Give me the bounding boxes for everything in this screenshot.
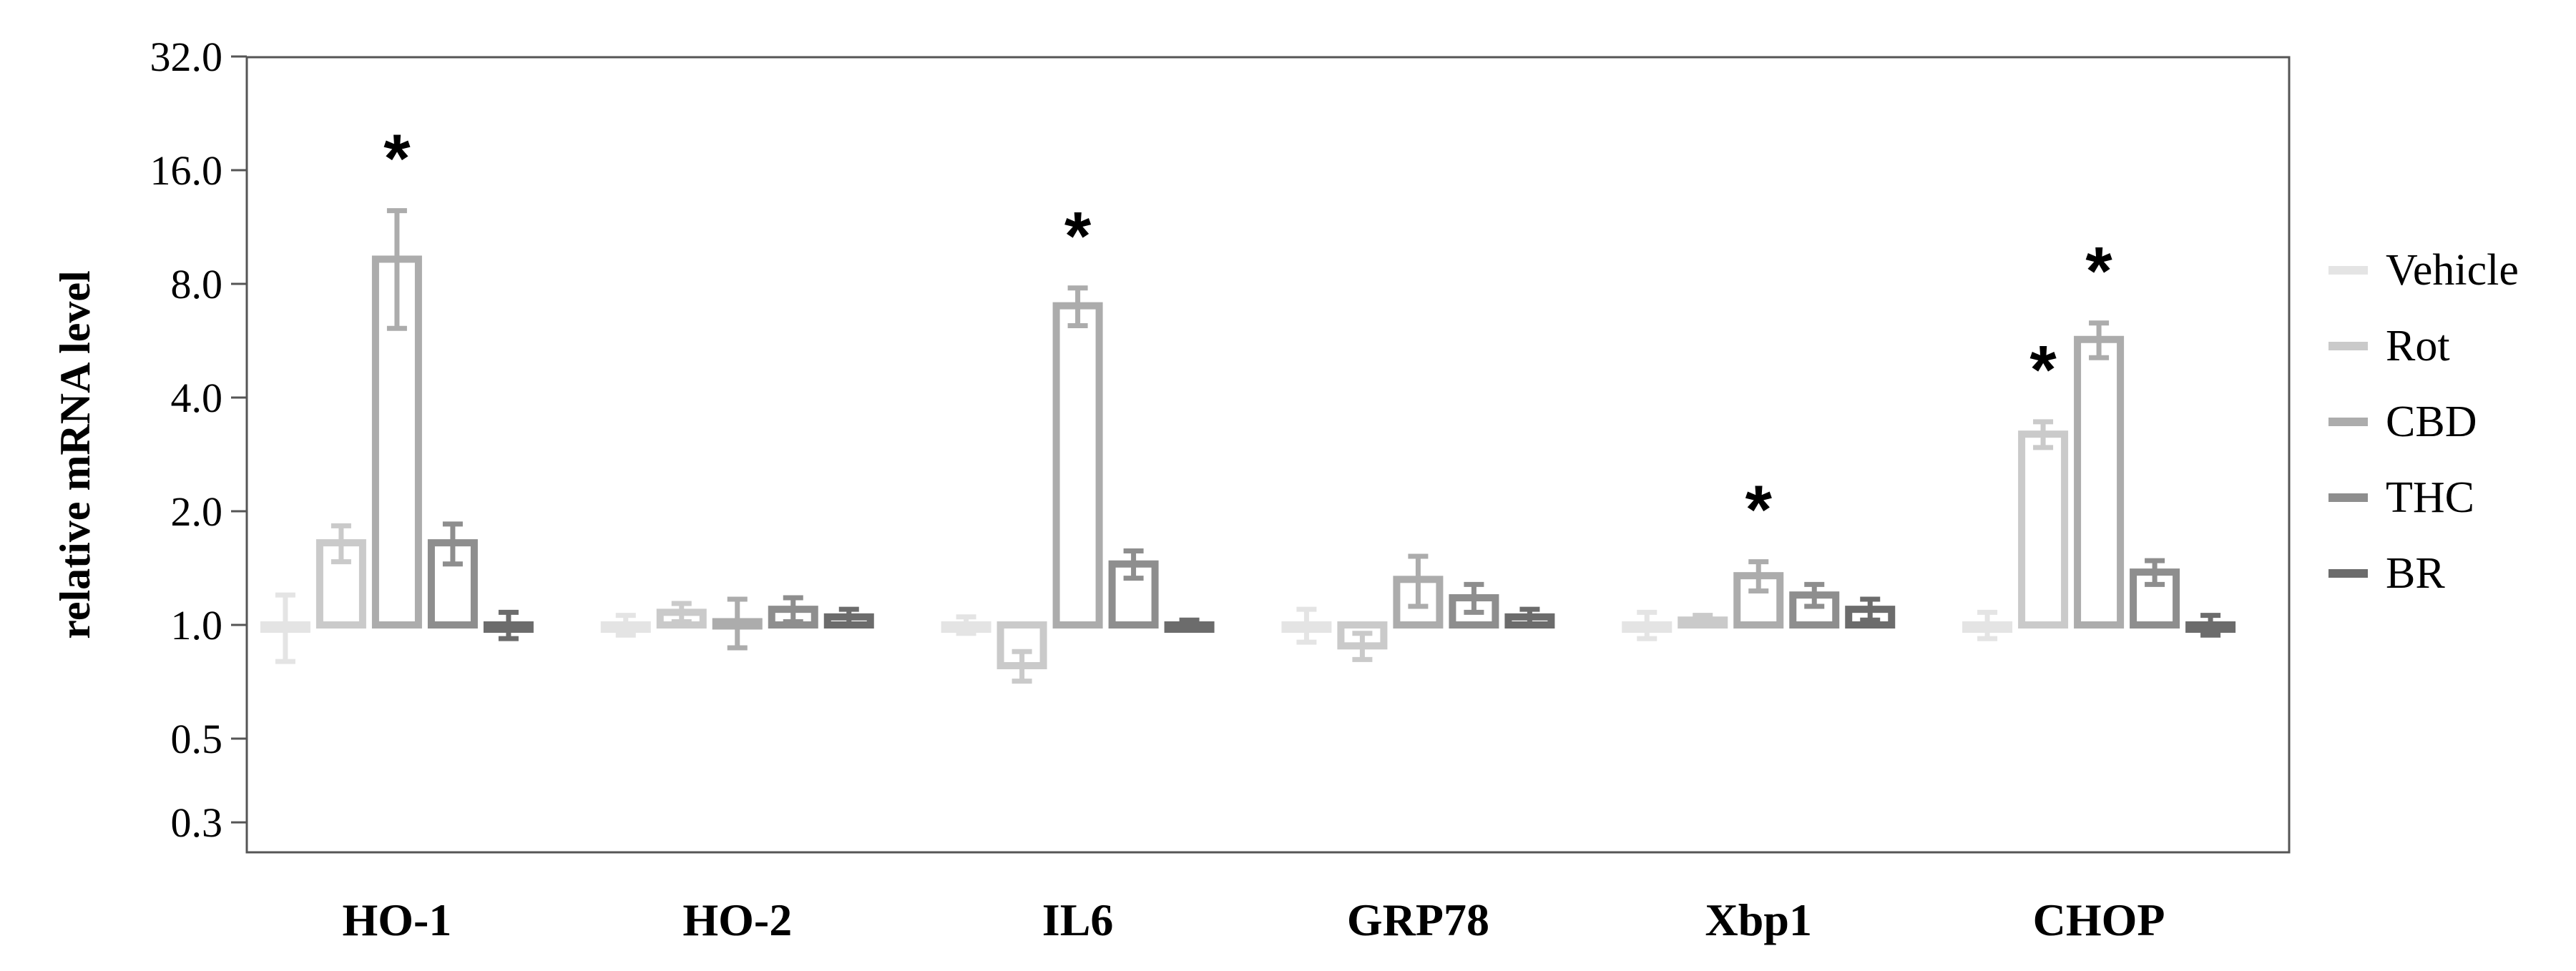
bar-chop-rot [2018,430,2069,629]
bar-chop-cbd [2074,335,2125,629]
x-category-label: Xbp1 [1705,894,1812,945]
y-tick-label: 32.0 [150,34,223,80]
legend-label: Rot [2386,322,2450,370]
y-tick-label: 4.0 [171,375,223,421]
y-tick-label: 0.3 [171,799,223,846]
x-category-label: CHOP [2033,894,2165,945]
x-category-label: HO-2 [682,894,792,945]
y-tick-label: 16.0 [150,147,223,194]
x-category-label: HO-1 [342,894,451,945]
y-tick-label: 1.0 [171,602,223,649]
legend-label: CBD [2386,398,2477,446]
legend-label: THC [2386,473,2474,522]
y-tick-label: 2.0 [171,488,223,535]
legend-label: Vehicle [2386,246,2519,295]
significance-marker: * [2029,332,2057,408]
y-axis-label: relative mRNA level [52,270,99,639]
plot-frame [245,56,2291,854]
legend-label: BR [2386,549,2445,598]
x-category-label: IL6 [1042,894,1114,945]
bar-il6-cbd [1052,302,1103,629]
significance-marker: * [1064,198,1092,275]
y-tick-label: 8.0 [171,261,223,307]
bar-xbp1-thc [1789,591,1840,629]
x-category-label: GRP78 [1347,894,1489,945]
y-tick-label: 0.5 [171,716,223,762]
significance-marker: * [1745,472,1773,548]
significance-marker: * [2085,233,2112,310]
significance-marker: * [383,121,411,197]
